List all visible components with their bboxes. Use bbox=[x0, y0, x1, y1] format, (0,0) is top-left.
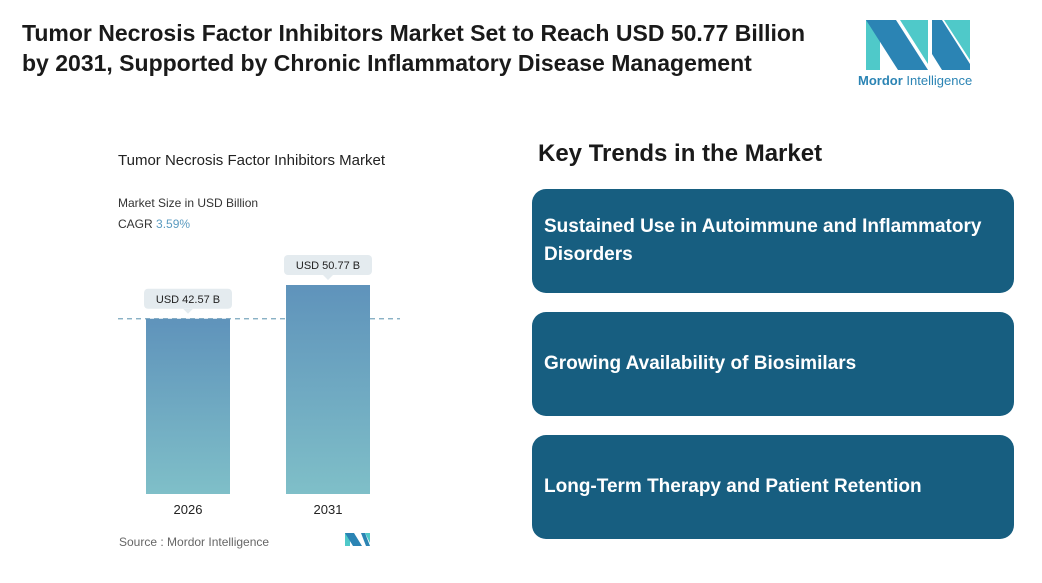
trends-heading: Key Trends in the Market bbox=[538, 140, 823, 167]
trend-card: Sustained Use in Autoimmune and Inflamma… bbox=[532, 189, 1014, 293]
trend-card: Growing Availability of Biosimilars bbox=[532, 312, 1014, 416]
mordor-logo-icon bbox=[866, 20, 970, 70]
data-label-pointer bbox=[183, 308, 193, 314]
chart-title: Tumor Necrosis Factor Inhibitors Market bbox=[118, 152, 386, 169]
chart-subtitle: Market Size in USD Billion bbox=[118, 196, 259, 210]
data-label-box bbox=[144, 288, 232, 309]
logo-text: Mordor Intelligence bbox=[858, 73, 973, 88]
data-label-box bbox=[284, 255, 372, 275]
mini-logo-icon bbox=[345, 533, 370, 546]
data-label: USD 42.57 B bbox=[156, 294, 220, 306]
chart-cagr: CAGR 3.59% bbox=[118, 217, 191, 231]
data-label: USD 50.77 B bbox=[296, 260, 360, 272]
bar-2031 bbox=[286, 285, 370, 494]
cagr-value: 3.59% bbox=[156, 217, 191, 231]
bar-2026 bbox=[146, 318, 230, 494]
trend-card: Long-Term Therapy and Patient Retention bbox=[532, 435, 1014, 539]
chart-source: Source : Mordor Intelligence bbox=[119, 535, 270, 549]
page-title: Tumor Necrosis Factor Inhibitors Market … bbox=[22, 20, 806, 76]
x-tick-label: 2026 bbox=[174, 502, 203, 517]
x-tick-label: 2031 bbox=[314, 502, 343, 517]
data-label-pointer bbox=[323, 275, 333, 280]
